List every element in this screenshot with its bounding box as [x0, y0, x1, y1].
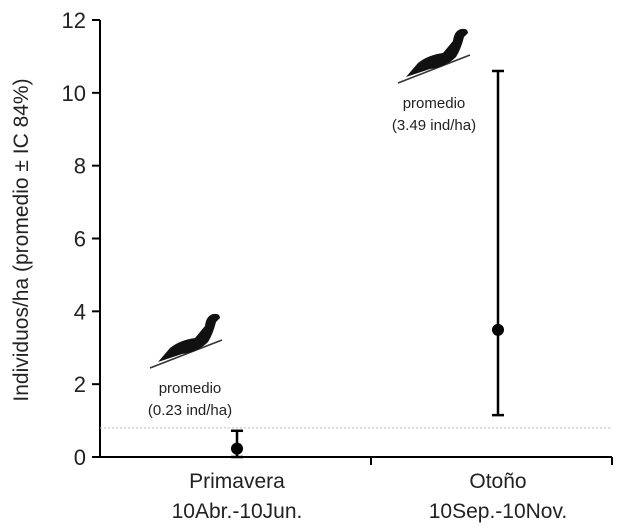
dove-icon	[149, 313, 223, 369]
y-tick-label: 2	[74, 372, 86, 397]
data-marks	[231, 69, 504, 459]
mean-point	[231, 442, 243, 455]
mean-point	[492, 323, 504, 336]
y-tick-label: 10	[62, 81, 86, 106]
annotation-primavera-value: (0.23 ind/ha)	[148, 402, 232, 419]
dove-icon	[397, 28, 471, 84]
y-tick-label: 12	[62, 8, 86, 33]
y-tick-label: 4	[74, 299, 86, 324]
annotation-primavera-label: promedio	[159, 380, 222, 397]
category-sublabel-primavera: 10Abr.-10Jun.	[172, 500, 303, 523]
y-tick-label: 6	[74, 227, 86, 252]
y-tick-label: 0	[74, 445, 86, 470]
y-tick-label: 8	[74, 154, 86, 179]
category-label-primavera: Primavera	[189, 470, 285, 493]
category-sublabel-otono: 10Sep.-10Nov.	[429, 500, 568, 523]
annotation-otono-label: promedio	[403, 95, 466, 112]
annotation-otono-value: (3.49 ind/ha)	[392, 117, 476, 134]
y-axis-title: Individuos/ha (promedio ± IC 84%)	[10, 78, 33, 401]
category-label-otono: Otoño	[469, 470, 526, 493]
y-axis-ticks: 0 2 4 6 8 10 12	[62, 8, 100, 470]
